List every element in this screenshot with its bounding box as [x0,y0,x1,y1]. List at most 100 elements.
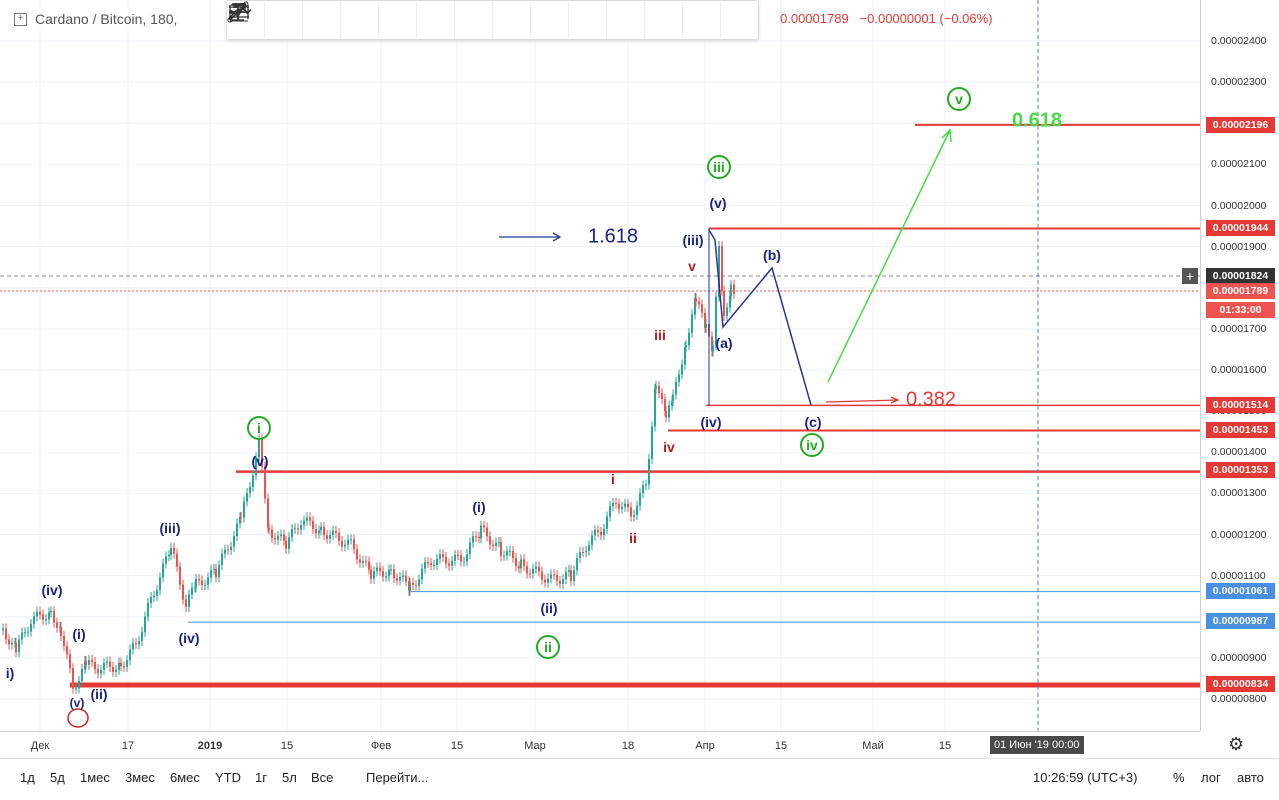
price-label: 0.00000987 [1206,613,1275,629]
candle-body [729,295,731,308]
time-axis[interactable]: 15 Май 15 Апр 18 Мар 15 Фев 15 2019 17 Дек 01 Июн '… [0,731,1200,759]
range-1d[interactable]: 1д [20,770,35,785]
symbol-title[interactable]: Cardano / Bitcoin, 180, [35,11,178,27]
add-alert-button[interactable]: + [1182,268,1198,284]
chart-canvas[interactable] [0,0,1200,731]
candle-body [454,554,456,561]
range-3m[interactable]: 3мес [125,770,155,785]
candle-body [100,670,102,674]
candle-body [165,556,167,564]
date-range-icon[interactable] [229,2,683,38]
candle-body [655,385,657,389]
candle-body [112,666,114,672]
candle-body [520,559,522,569]
wave-label: (iii) [682,232,704,248]
candle-body [138,641,140,645]
candle-body [42,614,44,620]
goto-button[interactable]: Перейти... [366,770,429,785]
range-6m[interactable]: 6мес [170,770,200,785]
trend-line-icon[interactable] [227,1,303,38]
candle-body [518,566,520,569]
candle-body [723,290,725,316]
time-tick: 15 [774,740,788,752]
candle-body [705,324,707,328]
symbol-legend[interactable]: + Cardano / Bitcoin, 180, [14,8,178,30]
candle-body [603,528,605,536]
candle-body [268,527,270,530]
candle-body [227,549,229,551]
change-value: −0.00000001 (−0.06%) [859,11,993,26]
chart-area[interactable]: i) (iv) (i) (ii) (v) (iii) (iv) (v) i (i… [0,0,1200,731]
candle-body [704,312,706,328]
gear-icon[interactable]: ⚙ [1228,734,1245,754]
wave-label: (iv) [41,582,63,598]
pattern-ac-icon[interactable]: A C [228,2,379,38]
range-ytd[interactable]: YTD [215,770,241,785]
wave-label: (b) [763,247,781,263]
price-axis[interactable]: 0.000024000.000023000.000022000.00002100… [1200,0,1279,731]
candle-body [50,610,52,613]
candle-body [483,525,485,528]
candle-body [264,466,266,499]
pattern-wy-icon[interactable]: W Y [228,2,493,38]
range-5d[interactable]: 5д [50,770,65,785]
percent-toggle[interactable]: % [1173,770,1185,785]
range-all[interactable]: Все [311,770,334,785]
candle-body [215,568,217,578]
pattern-15-icon[interactable]: 1 5 [228,2,341,38]
wave-label: iii [654,327,666,343]
wave-circle [67,708,89,728]
pattern-wz-icon[interactable]: W Z [228,2,455,38]
candle-body [627,503,629,508]
auto-toggle[interactable]: авто [1237,770,1264,785]
candle-body [326,535,328,539]
horizontal-ray-icon[interactable] [229,2,721,38]
candle-body [671,401,673,406]
candle-body [153,595,155,597]
candle-body [120,662,122,667]
price-range-icon[interactable] [232,2,607,38]
candle-body [198,579,200,581]
candle-body [642,485,644,494]
wave-label: (i) [472,499,486,515]
parallel-channel-icon[interactable] [229,2,569,38]
candle-body [529,573,531,575]
text-icon[interactable] [231,2,758,38]
candle-body [698,301,700,305]
price-tick: 0.00000900 [1211,651,1267,664]
candle-body [291,529,293,538]
candle-body [191,587,193,595]
candle-body [388,569,390,577]
pattern-ae-icon[interactable]: A E [228,2,417,38]
time-tick: Апр [695,740,715,752]
candle-body [654,388,656,427]
candle-body [448,563,450,566]
log-toggle[interactable]: лог [1201,770,1221,785]
candle-body [249,486,251,493]
clock: 10:26:59 (UTC+3) [1033,770,1138,785]
range-1y[interactable]: 1г [255,770,267,785]
candle-body [261,439,263,467]
collapse-icon[interactable]: + [14,12,27,26]
candle-body [606,516,608,529]
bottom-bar: 1д 5д 1мес 3мес 6мес YTD 1г 5л Все Перей… [0,758,1279,800]
candle-body [553,574,555,576]
candle-body [675,381,677,395]
price-tick: 0.00001200 [1211,528,1267,541]
candle-body [582,552,584,554]
candle-body [66,646,68,655]
candle-body [594,530,596,536]
candle-body [664,398,666,412]
candle-body [173,547,175,554]
curve-icon[interactable] [229,2,531,38]
arrow-icon[interactable] [229,2,645,38]
candle-body [236,523,238,537]
candle-body [123,666,125,668]
range-1m[interactable]: 1мес [80,770,110,785]
candle-body [600,532,602,536]
candle-body [535,566,537,569]
candle-body [565,571,567,580]
candle-body [224,549,226,554]
candle-body [523,559,525,567]
range-5y[interactable]: 5л [282,770,297,785]
